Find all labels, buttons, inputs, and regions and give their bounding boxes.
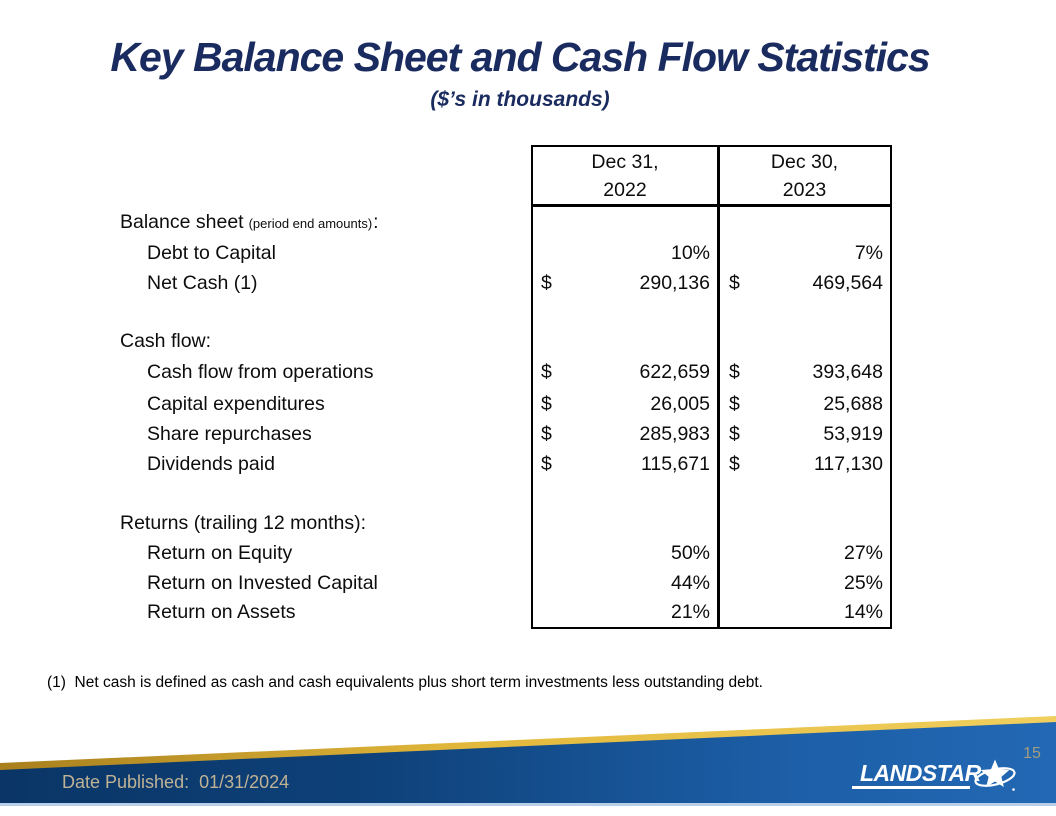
value-2023: 27% xyxy=(843,541,883,564)
logo-underline xyxy=(852,786,970,789)
value-cell-2022: $290,136 xyxy=(531,272,717,295)
section-label: Balance sheet (period end amounts): xyxy=(120,211,531,234)
landstar-logo: LANDSTAR xyxy=(852,756,1032,796)
value-cell-2023: 14% xyxy=(717,601,892,624)
row-cash-flow-from-operations: Cash flow from operations $622,659 $393,… xyxy=(120,356,892,389)
row-capital-expenditures: Capital expenditures $26,005 $25,688 xyxy=(120,389,892,419)
page-title: Key Balance Sheet and Cash Flow Statisti… xyxy=(110,34,930,80)
value-2022: 26,005 xyxy=(650,392,710,415)
value-2022: 622,659 xyxy=(639,361,711,383)
value-2023: 14% xyxy=(843,601,883,623)
footnote: (1) Net cash is defined as cash and cash… xyxy=(47,674,763,691)
value-2022: 44% xyxy=(670,571,710,594)
row-label: Capital expenditures xyxy=(147,392,325,415)
value-2023: 53,919 xyxy=(823,422,883,445)
section-cash-flow: Cash flow: xyxy=(120,326,892,356)
value-2022: 21% xyxy=(670,601,710,623)
row-debt-to-capital: Debt to Capital 10% 7% xyxy=(120,238,892,268)
value-2023: 25,688 xyxy=(823,392,883,415)
value-cell-2023: $25,688 xyxy=(717,393,892,416)
page-number: 15 xyxy=(1023,745,1041,762)
value-cell-2022: 21% xyxy=(531,601,717,624)
row-share-repurchases: Share repurchases $285,983 $53,919 xyxy=(120,419,892,449)
value-cell-2022: $622,659 xyxy=(531,361,717,384)
column-header-2023-line1: Dec 30, xyxy=(770,151,839,173)
value-2022: 285,983 xyxy=(639,422,711,445)
currency-symbol: $ xyxy=(729,271,740,294)
spacer-row xyxy=(120,479,892,508)
currency-symbol: $ xyxy=(541,271,552,294)
currency-symbol: $ xyxy=(729,392,740,415)
row-label: Debt to Capital xyxy=(147,241,276,264)
row-label: Share repurchases xyxy=(147,422,312,445)
value-cell-2023: 25% xyxy=(717,572,892,595)
section-balance-sheet: Balance sheet (period end amounts): xyxy=(120,207,892,238)
value-2022: 115,671 xyxy=(640,452,710,475)
value-2022: 290,136 xyxy=(639,271,711,294)
row-label: Return on Invested Capital xyxy=(147,571,378,594)
currency-symbol: $ xyxy=(729,361,740,383)
currency-symbol: $ xyxy=(541,452,552,475)
row-label: Return on Assets xyxy=(147,601,296,623)
value-cell-2022: $285,983 xyxy=(531,423,717,446)
section-label-main: Balance sheet xyxy=(120,211,244,233)
value-2023: 469,564 xyxy=(812,271,884,294)
currency-symbol: $ xyxy=(729,422,740,445)
section-label: Returns (trailing 12 months): xyxy=(120,511,367,534)
logo-wordmark: LANDSTAR xyxy=(860,760,981,786)
column-header-2022: Dec 31, 2022 xyxy=(533,147,717,205)
value-2023: 7% xyxy=(854,241,883,264)
section-returns: Returns (trailing 12 months): xyxy=(120,508,892,538)
row-return-on-invested-capital: Return on Invested Capital 44% 25% xyxy=(120,568,892,598)
row-label: Net Cash (1) xyxy=(147,271,258,294)
table-column-divider xyxy=(717,147,720,627)
value-cell-2022: 50% xyxy=(531,542,717,565)
column-header-2023: Dec 30, 2023 xyxy=(719,147,890,205)
landstar-star-icon xyxy=(974,759,1016,791)
row-label: Return on Equity xyxy=(147,541,293,564)
currency-symbol: $ xyxy=(541,392,552,415)
value-2023: 117,130 xyxy=(813,452,883,475)
value-cell-2022: 10% xyxy=(531,242,717,265)
column-header-2023-line2: 2023 xyxy=(782,179,827,201)
value-cell-2022: $115,671 xyxy=(531,453,717,476)
page-subtitle: ($’s in thousands) xyxy=(430,88,610,111)
value-cell-2023: 7% xyxy=(717,242,892,265)
value-2022: 50% xyxy=(670,541,710,564)
row-dividends-paid: Dividends paid $115,671 $117,130 xyxy=(120,449,892,479)
column-header-2022-line1: Dec 31, xyxy=(591,151,659,173)
section-label-colon: : xyxy=(373,211,379,233)
value-cell-2023: 27% xyxy=(717,542,892,565)
value-cell-2022: 44% xyxy=(531,572,717,595)
column-header-2022-line2: 2022 xyxy=(603,179,647,201)
row-label: Dividends paid xyxy=(147,452,275,475)
value-cell-2023: $117,130 xyxy=(717,453,892,476)
row-label: Cash flow from operations xyxy=(147,361,374,383)
value-cell-2023: $393,648 xyxy=(717,361,892,384)
value-2022: 10% xyxy=(670,241,710,264)
table-header-divider xyxy=(533,204,890,207)
value-2023: 393,648 xyxy=(812,361,884,383)
financial-table-rows: Balance sheet (period end amounts): Debt … xyxy=(120,207,892,627)
financial-table-frame xyxy=(531,145,892,629)
date-published: Date Published: 01/31/2024 xyxy=(62,772,290,792)
value-cell-2023: $53,919 xyxy=(717,423,892,446)
section-label-small: (period end amounts) xyxy=(248,216,373,231)
currency-symbol: $ xyxy=(541,361,552,383)
row-return-on-equity: Return on Equity 50% 27% xyxy=(120,538,892,568)
section-label: Cash flow: xyxy=(120,329,212,352)
currency-symbol: $ xyxy=(541,422,552,445)
footer-bottom-edge xyxy=(0,803,1056,806)
spacer-row xyxy=(120,298,892,326)
row-return-on-assets: Return on Assets 21% 14% xyxy=(120,598,892,627)
row-net-cash: Net Cash (1) $290,136 $469,564 xyxy=(120,268,892,298)
currency-symbol: $ xyxy=(729,452,740,475)
value-cell-2022: $26,005 xyxy=(531,393,717,416)
value-2023: 25% xyxy=(843,571,883,594)
value-cell-2023: $469,564 xyxy=(717,272,892,295)
